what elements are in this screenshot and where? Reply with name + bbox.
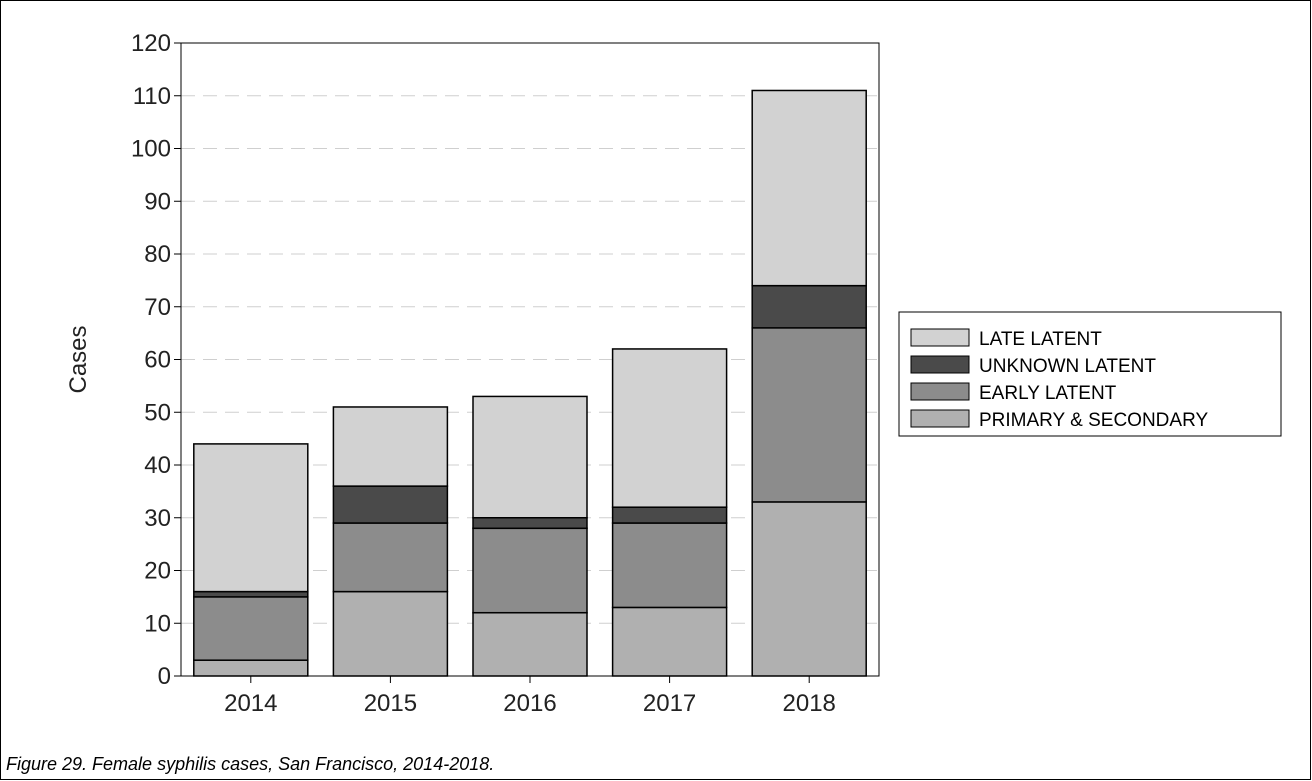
- bar-segment: [611, 522, 728, 609]
- legend-label: PRIMARY & SECONDARY: [979, 410, 1208, 431]
- bar-segment: [472, 395, 588, 519]
- y-tick-label: 50: [144, 399, 171, 426]
- y-tick-label: 90: [144, 188, 171, 215]
- bar-segment: [611, 606, 728, 677]
- bar-segment: [472, 611, 588, 677]
- bars: [193, 89, 867, 677]
- legend-swatch: [910, 409, 970, 428]
- legend-swatch: [910, 382, 970, 401]
- bar-segment: [332, 406, 449, 487]
- x-tick-label: 2017: [643, 690, 696, 717]
- bar-segment: [751, 89, 867, 287]
- y-tick-label: 30: [144, 505, 171, 532]
- y-tick-label: 20: [144, 558, 171, 585]
- bar-segment: [193, 443, 309, 593]
- y-tick-label: 40: [144, 452, 171, 479]
- bar-segment: [332, 485, 449, 524]
- legend: LATE LATENT UNKNOWN LATENT EARLY LATENT PRI…: [898, 311, 1282, 437]
- bar-segment: [332, 522, 449, 593]
- y-tick-label: 100: [131, 136, 171, 163]
- x-tick-label: 2016: [503, 690, 556, 717]
- bar-segment: [751, 327, 867, 503]
- y-tick-label: 120: [131, 30, 171, 57]
- y-axis: 0 10 20 30 40 50 60 70 80 90 100 110 120: [131, 30, 181, 690]
- x-tick-label: 2018: [783, 690, 836, 717]
- legend-label: LATE LATENT: [979, 329, 1102, 350]
- figure-caption: Figure 29. Female syphilis cases, San Fr…: [6, 754, 495, 774]
- bar-segment: [332, 590, 449, 677]
- x-tick-label: 2014: [224, 690, 277, 717]
- bar-segment: [611, 348, 728, 508]
- y-tick-label: 0: [158, 663, 171, 690]
- bar-segment: [611, 506, 728, 524]
- legend-swatch: [910, 355, 970, 374]
- bar-segment: [193, 590, 309, 598]
- y-tick-label: 70: [144, 294, 171, 321]
- y-tick-label: 10: [144, 610, 171, 637]
- legend-label: EARLY LATENT: [979, 383, 1117, 404]
- x-axis: 2014 2015 2016 2017 2018: [224, 676, 836, 717]
- y-tick-label: 110: [133, 83, 171, 110]
- bar-segment: [472, 527, 588, 614]
- bar-segment: [193, 596, 309, 661]
- legend-swatch: [910, 328, 970, 347]
- y-tick-label: 60: [144, 347, 171, 374]
- y-tick-label: 80: [144, 241, 171, 268]
- y-axis-label: Cases: [65, 325, 92, 393]
- x-tick-label: 2015: [364, 690, 417, 717]
- bar-segment: [193, 659, 309, 677]
- bar-segment: [472, 517, 588, 530]
- legend-label: UNKNOWN LATENT: [979, 356, 1156, 377]
- bar-segment: [751, 284, 867, 329]
- bar-segment: [751, 501, 867, 677]
